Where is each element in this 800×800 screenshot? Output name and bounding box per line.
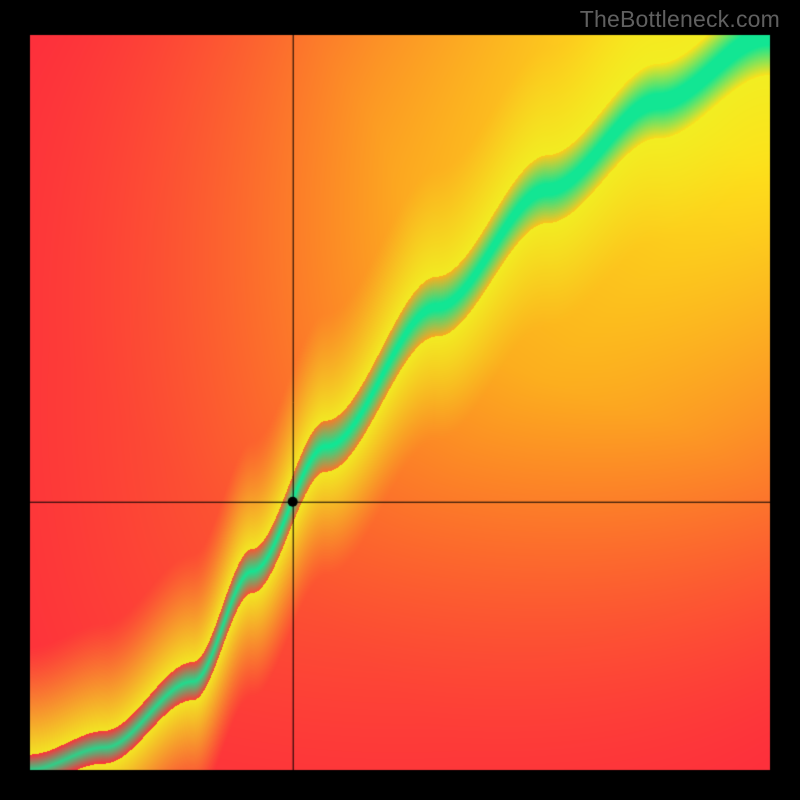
watermark-text: TheBottleneck.com xyxy=(580,6,780,33)
chart-container: TheBottleneck.com xyxy=(0,0,800,800)
bottleneck-heatmap xyxy=(0,0,800,800)
